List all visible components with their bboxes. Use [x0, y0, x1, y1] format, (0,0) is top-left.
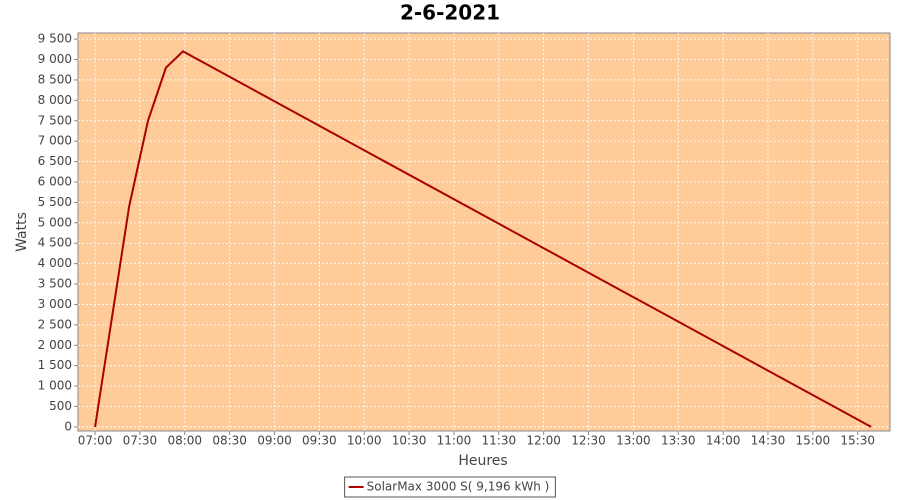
y-tick-label: 500	[49, 399, 72, 413]
y-axis-label: Watts	[14, 212, 30, 252]
y-tick-label: 4 000	[38, 256, 72, 270]
x-tick-label: 15:30	[840, 434, 875, 448]
x-tick-label: 08:00	[167, 434, 202, 448]
x-tick-label: 11:30	[482, 434, 517, 448]
y-tick-label: 3 000	[38, 297, 72, 311]
x-tick-label: 14:00	[706, 434, 741, 448]
y-tick-label: 5 500	[38, 195, 72, 209]
x-tick-label: 12:00	[526, 434, 561, 448]
x-tick-label: 13:00	[616, 434, 651, 448]
y-tick-label: 8 500	[38, 72, 72, 86]
x-tick-label: 12:30	[571, 434, 606, 448]
x-tick-label: 07:30	[123, 434, 158, 448]
y-tick-label: 2 500	[38, 317, 72, 331]
x-tick-label: 09:30	[302, 434, 337, 448]
x-tick-label: 10:00	[347, 434, 382, 448]
x-tick-label: 11:00	[437, 434, 472, 448]
y-tick-label: 8 000	[38, 93, 72, 107]
x-tick-label: 09:00	[257, 434, 292, 448]
line-series	[94, 50, 872, 428]
y-tick-label: 0	[64, 419, 72, 433]
y-tick-label: 7 000	[38, 134, 72, 148]
x-tick-label: 08:30	[212, 434, 247, 448]
x-tick-label: 13:30	[661, 434, 696, 448]
y-tick-label: 1 500	[38, 358, 72, 372]
legend-box	[344, 476, 556, 498]
x-tick-label: 10:30	[392, 434, 427, 448]
y-tick-label: 3 500	[38, 277, 72, 291]
y-tick-label: 4 500	[38, 236, 72, 250]
plot-area	[77, 32, 891, 432]
x-tick-label: 14:30	[751, 434, 786, 448]
y-tick-label: 6 000	[38, 174, 72, 188]
y-tick-label: 5 000	[38, 215, 72, 229]
legend-label: SolarMax 3000 S( 9,196 kWh )	[367, 480, 550, 494]
y-tick-label: 1 000	[38, 379, 72, 393]
y-tick-label: 2 000	[38, 338, 72, 352]
y-tick-label: 6 500	[38, 154, 72, 168]
x-tick-label: 15:00	[796, 434, 831, 448]
chart-title: 2-6-2021	[400, 1, 500, 25]
x-axis-label: Heures	[458, 453, 507, 469]
y-tick-label: 9 000	[38, 52, 72, 66]
legend: SolarMax 3000 S( 9,196 kWh )	[344, 476, 556, 498]
x-tick-label: 07:00	[78, 434, 113, 448]
y-tick-label: 9 500	[38, 32, 72, 46]
y-tick-label: 7 500	[38, 113, 72, 127]
